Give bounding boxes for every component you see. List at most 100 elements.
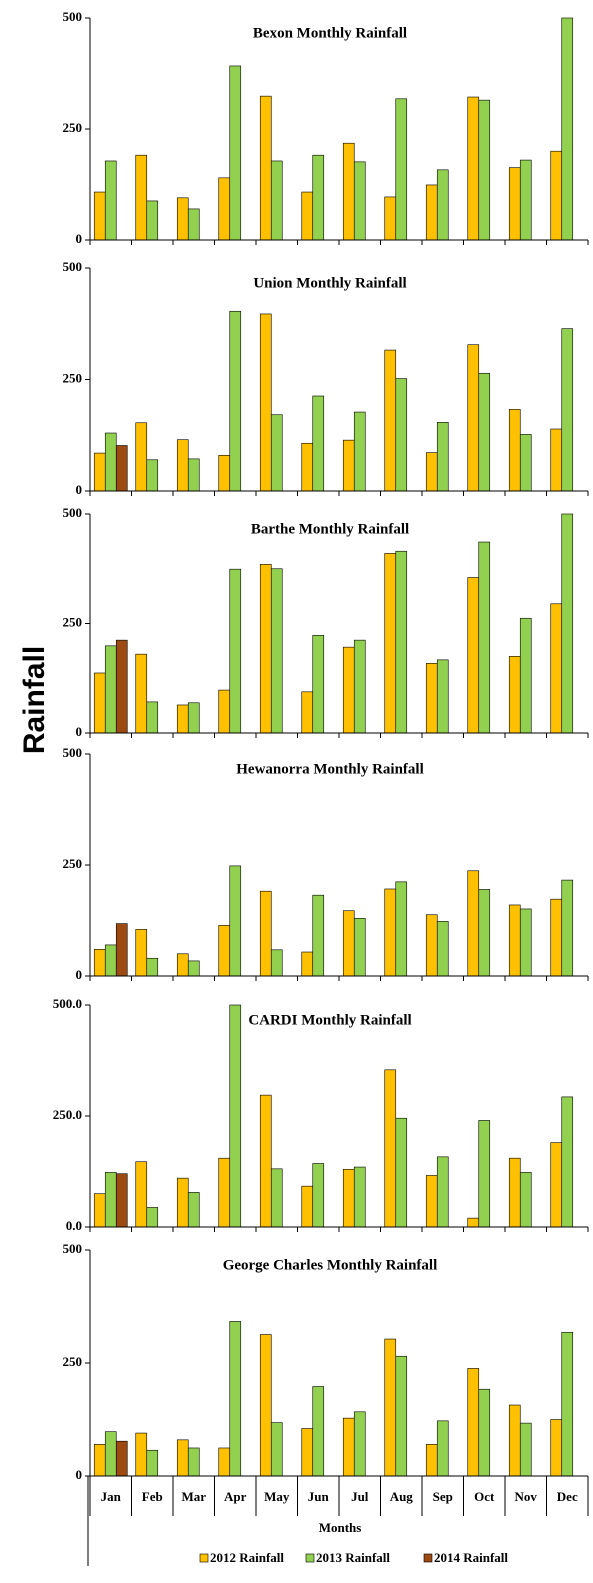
bar xyxy=(177,440,188,491)
y-tick-label: 0 xyxy=(76,1467,83,1482)
bar xyxy=(136,654,147,733)
bar xyxy=(479,1389,490,1476)
y-tick-label: 500 xyxy=(63,9,83,24)
bar xyxy=(562,329,573,491)
bar xyxy=(520,1172,531,1227)
bar xyxy=(385,1070,396,1227)
bar xyxy=(562,1097,573,1227)
bar xyxy=(313,1387,324,1476)
bar xyxy=(271,415,282,491)
bar xyxy=(385,553,396,733)
bar xyxy=(426,185,437,240)
bar xyxy=(520,160,531,240)
chart-title: George Charles Monthly Rainfall xyxy=(223,1257,438,1273)
bar xyxy=(116,1441,127,1476)
bar xyxy=(509,905,520,976)
legend-label: 2013 Rainfall xyxy=(316,1550,390,1565)
bar xyxy=(551,604,562,733)
bar xyxy=(105,1432,116,1476)
bar xyxy=(188,459,199,491)
x-tick-label: Feb xyxy=(142,1489,163,1504)
bar xyxy=(396,1356,407,1476)
y-tick-label: 250 xyxy=(63,1354,83,1369)
bar xyxy=(426,1175,437,1227)
y-tick-label: 0 xyxy=(76,724,83,739)
bar xyxy=(271,1423,282,1476)
bar xyxy=(437,170,448,240)
bar xyxy=(551,1143,562,1227)
y-tick-label: 0 xyxy=(76,482,83,497)
chart-title: Hewanorra Monthly Rainfall xyxy=(236,761,424,777)
legend-swatch xyxy=(200,1554,208,1562)
y-tick-label: 0 xyxy=(76,231,83,246)
bar xyxy=(302,1186,313,1227)
bar xyxy=(105,161,116,240)
bar xyxy=(188,703,199,733)
bar xyxy=(94,453,105,491)
bar xyxy=(509,409,520,491)
x-tick-label: Nov xyxy=(515,1489,538,1504)
bar xyxy=(230,66,241,240)
y-axis-title: Rainfall xyxy=(18,646,51,754)
bar xyxy=(396,1118,407,1227)
bar xyxy=(468,1218,479,1227)
bar xyxy=(271,161,282,240)
bar xyxy=(509,1158,520,1227)
y-tick-label: 500 xyxy=(63,505,83,520)
x-tick-label: Jul xyxy=(351,1489,369,1504)
x-tick-label: Sep xyxy=(433,1489,453,1504)
bar xyxy=(437,1421,448,1476)
bar xyxy=(188,1192,199,1227)
bar xyxy=(260,891,271,976)
bar xyxy=(219,1158,230,1227)
chart-title: Barthe Monthly Rainfall xyxy=(251,521,409,537)
bar xyxy=(260,314,271,491)
bar xyxy=(105,945,116,976)
bar xyxy=(147,702,158,733)
bar xyxy=(260,96,271,240)
bar xyxy=(136,929,147,976)
legend-label: 2014 Rainfall xyxy=(434,1550,508,1565)
x-tick-label: Dec xyxy=(557,1489,578,1504)
bar xyxy=(230,1321,241,1476)
bar xyxy=(136,1433,147,1476)
y-tick-label: 500 xyxy=(63,1241,83,1256)
y-tick-label: 250 xyxy=(63,614,83,629)
y-tick-label: 250 xyxy=(63,856,83,871)
bar xyxy=(509,168,520,240)
legend-swatch xyxy=(306,1554,314,1562)
bar xyxy=(385,889,396,976)
bar xyxy=(260,564,271,733)
bar xyxy=(426,453,437,491)
bar xyxy=(116,924,127,976)
bar xyxy=(468,1368,479,1476)
bar xyxy=(116,640,127,733)
bar xyxy=(147,201,158,240)
bar xyxy=(302,443,313,491)
x-axis-title: Months xyxy=(319,1520,362,1535)
y-tick-label: 250 xyxy=(63,370,83,385)
bar xyxy=(551,1420,562,1477)
bar xyxy=(562,880,573,976)
bar xyxy=(313,895,324,976)
bar xyxy=(177,1178,188,1227)
bar xyxy=(230,569,241,733)
bar xyxy=(271,950,282,976)
legend-label: 2012 Rainfall xyxy=(210,1550,284,1565)
bar xyxy=(271,569,282,733)
bar xyxy=(313,1164,324,1227)
bar xyxy=(105,433,116,491)
x-tick-label: Mar xyxy=(181,1489,206,1504)
bar xyxy=(260,1335,271,1476)
bar xyxy=(520,909,531,976)
bar xyxy=(354,412,365,491)
x-tick-label: Jun xyxy=(308,1489,330,1504)
bar xyxy=(343,1169,354,1227)
bar xyxy=(136,423,147,491)
bar xyxy=(509,656,520,733)
y-tick-label: 250 xyxy=(63,120,83,135)
x-tick-label: Jan xyxy=(101,1489,122,1504)
bar xyxy=(230,1005,241,1227)
bar xyxy=(437,422,448,491)
bar xyxy=(230,311,241,491)
